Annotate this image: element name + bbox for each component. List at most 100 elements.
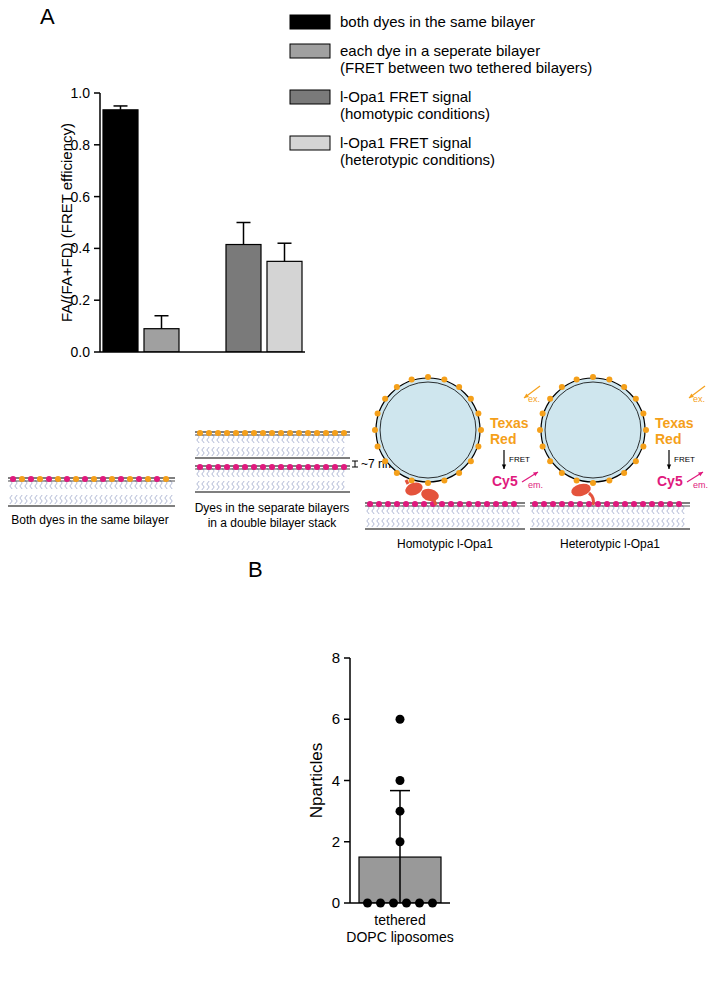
arrow	[667, 450, 671, 469]
dye	[224, 464, 230, 470]
dye	[633, 396, 639, 402]
lipid-tail	[95, 495, 97, 504]
scheme-label: Both dyes in the same bilayer	[11, 513, 168, 527]
dye	[604, 501, 610, 507]
dye	[305, 430, 311, 436]
dye	[502, 501, 508, 507]
dye	[403, 501, 409, 507]
lipid-tail	[282, 481, 284, 490]
protein-domain	[403, 480, 424, 497]
lipid-tail	[442, 518, 444, 527]
lipid-tail	[652, 518, 654, 527]
dye	[425, 374, 431, 380]
lipid-tail	[125, 495, 127, 504]
dye	[590, 480, 596, 486]
lipid-tail	[277, 481, 279, 490]
transfer-label: FRET	[674, 455, 695, 464]
lipid-tail	[677, 518, 679, 527]
lipid-tail	[327, 481, 329, 490]
x-axis	[350, 902, 450, 904]
text-line: Texas	[490, 415, 529, 431]
liposome-membrane	[545, 382, 641, 478]
lipid-tail	[457, 518, 459, 527]
lipid-tail	[582, 518, 584, 527]
dye	[590, 374, 596, 380]
lipid-tail	[287, 481, 289, 490]
dye	[559, 384, 565, 390]
lipid-tail	[602, 518, 604, 527]
dye	[372, 427, 378, 433]
dye	[323, 430, 329, 436]
lipid-tail	[672, 518, 674, 527]
legend-swatch	[290, 136, 330, 150]
dye	[468, 396, 474, 402]
lipid-tail	[217, 447, 219, 456]
lipid-tail	[237, 447, 239, 456]
lipid-tail	[70, 495, 72, 504]
dye	[541, 501, 547, 507]
excitation-label: ex.	[693, 394, 705, 404]
dye	[46, 476, 52, 482]
dye	[341, 430, 347, 436]
lipid-tail	[372, 518, 374, 527]
excitation-label: ex.	[528, 394, 540, 404]
bar	[103, 110, 138, 352]
point	[396, 715, 405, 724]
lipid-tail	[207, 481, 209, 490]
error-cap	[155, 315, 169, 317]
leaflet	[365, 528, 525, 529]
error-cap	[390, 790, 410, 792]
bilayer	[195, 430, 350, 458]
dye	[118, 476, 124, 482]
emission-label: em.	[693, 480, 708, 490]
error-bar	[237, 223, 251, 245]
emission-label: em.	[528, 480, 543, 490]
error-line	[243, 223, 245, 245]
arrow-head	[667, 464, 671, 469]
dye	[127, 476, 133, 482]
spacing-bracket	[355, 461, 356, 467]
error-bar	[278, 243, 292, 261]
dye	[456, 384, 462, 390]
lipid-tail	[135, 495, 137, 504]
dye	[631, 501, 637, 507]
transfer-label: FRET	[509, 455, 530, 464]
y-tick-label: 4	[332, 772, 340, 789]
dye	[621, 384, 627, 390]
protein-stalk	[434, 500, 436, 505]
dye	[269, 430, 275, 436]
lipid-tail	[222, 481, 224, 490]
dye	[468, 458, 474, 464]
dye	[595, 501, 601, 507]
dye	[475, 411, 481, 417]
dye	[441, 377, 447, 383]
dye	[224, 430, 230, 436]
lipid-tail	[212, 447, 214, 456]
dye	[109, 476, 115, 482]
lipid-tail	[447, 518, 449, 527]
text-line: Dyes in the separate bilayers	[195, 501, 350, 515]
lipid-tail	[427, 518, 429, 527]
dye	[73, 476, 79, 482]
lipid-tail	[607, 518, 609, 527]
dye	[633, 458, 639, 464]
dye	[296, 464, 302, 470]
liposome	[372, 374, 484, 486]
scheme-label: Heterotypic l-Opa1	[560, 537, 660, 551]
lipid-tail	[642, 518, 644, 527]
dye	[260, 430, 266, 436]
panel-label: B	[248, 557, 263, 582]
x-tick-label: tetheredDOPC liposomes	[346, 912, 453, 945]
y-axis-label: Nparticles	[307, 743, 326, 819]
lipid-tail	[217, 481, 219, 490]
dye	[278, 430, 284, 436]
dye	[197, 430, 203, 436]
y-tick-label: 2	[332, 833, 340, 850]
figure: AB0.00.20.40.60.81.0FA/(FA+FD) (FRET eff…	[0, 0, 728, 990]
y-tick	[94, 144, 100, 146]
lipid-tail	[332, 447, 334, 456]
y-axis-label: FA/(FA+FD) (FRET efficiency)	[58, 123, 75, 322]
plot-area	[103, 106, 302, 352]
lipid-tail	[542, 518, 544, 527]
point	[396, 837, 405, 846]
